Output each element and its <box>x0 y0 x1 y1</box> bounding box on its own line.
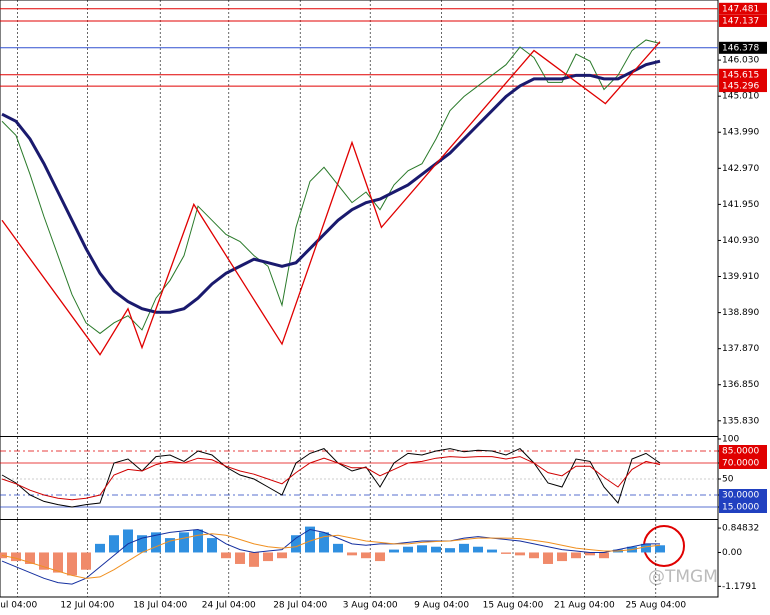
histogram-bar <box>501 552 511 554</box>
histogram-bar <box>235 552 245 564</box>
series-line <box>1 528 660 585</box>
histogram-bar <box>431 546 441 553</box>
histogram-bar <box>53 552 63 573</box>
axis-label-bg <box>719 445 767 457</box>
histogram-bar <box>375 552 385 562</box>
y-tick-label: 0.84832 <box>722 524 759 534</box>
x-tick-label: 12 Jul 04:00 <box>60 601 114 611</box>
y-tick-label: 139.910 <box>722 272 759 282</box>
axis-label-bg <box>719 2 767 15</box>
y-tick-label: 135.830 <box>722 416 759 426</box>
y-tick-label: 100 <box>722 435 739 445</box>
x-tick-label: 25 Aug 04:00 <box>625 601 686 611</box>
axis-label-bg <box>719 14 767 27</box>
y-tick-label: 145.296 <box>722 82 759 92</box>
y-tick-label: 50 <box>722 475 734 485</box>
histogram-bar <box>333 543 343 553</box>
histogram-bar <box>641 543 651 553</box>
x-tick-label: 9 Aug 04:00 <box>414 601 469 611</box>
x-tick-label: 24 Jul 04:00 <box>202 601 256 611</box>
histogram-bar <box>165 538 175 553</box>
y-tick-label: 140.930 <box>722 236 759 246</box>
series-line <box>1 447 661 508</box>
histogram-bar <box>599 552 609 559</box>
axis-label-bg <box>719 489 767 501</box>
histogram-bar <box>445 548 455 553</box>
y-tick-label: -1.1791 <box>722 582 757 592</box>
histogram-bar <box>417 545 427 553</box>
axis-label-bg <box>719 457 767 469</box>
y-tick-label: 146.030 <box>722 56 759 66</box>
y-tick-label: 15.0000 <box>722 503 759 513</box>
histogram-bar <box>403 546 413 553</box>
histogram-bar <box>347 552 357 556</box>
y-tick-label: 143.990 <box>722 128 759 138</box>
series-line <box>1 533 661 579</box>
histogram-bar <box>81 552 91 570</box>
histogram-bar <box>655 545 665 553</box>
histogram-bar <box>291 535 301 553</box>
histogram-bar <box>263 552 273 562</box>
plot-frame <box>0 0 719 598</box>
y-tick-label: 145.615 <box>722 70 759 80</box>
histogram-bar <box>193 529 203 553</box>
histogram-bar <box>585 552 595 556</box>
histogram-bar <box>249 552 259 567</box>
histogram-bar <box>39 552 49 570</box>
histogram-bar <box>207 538 217 553</box>
y-tick-label: 145.010 <box>722 92 759 102</box>
watermark: @TMGM <box>648 567 718 587</box>
y-tick-label: 146.378 <box>722 43 759 53</box>
histogram-bar <box>305 526 315 553</box>
histogram-bar <box>25 552 35 564</box>
histogram-bar <box>67 552 77 576</box>
axis-label-bg <box>719 501 767 513</box>
histogram-bar <box>11 552 21 562</box>
histogram-bar <box>95 543 105 553</box>
x-tick-label: 3 Aug 04:00 <box>343 601 398 611</box>
series-line <box>1 59 661 314</box>
x-tick-label: 15 Aug 04:00 <box>483 601 544 611</box>
histogram-bar <box>389 549 399 553</box>
histogram-bar <box>137 535 147 553</box>
x-tick-label: 18 Jul 04:00 <box>133 601 187 611</box>
histogram-bar <box>571 552 581 559</box>
histogram-bar <box>361 552 371 559</box>
x-tick-label: 21 Aug 04:00 <box>554 601 615 611</box>
axis-label-bg <box>719 80 767 93</box>
histogram-bar <box>151 532 161 553</box>
y-tick-label: 141.950 <box>722 200 759 210</box>
histogram-bar <box>221 552 231 559</box>
y-tick-label: 85.0000 <box>722 447 759 457</box>
histogram-bar <box>277 552 287 559</box>
histogram-bar <box>179 532 189 553</box>
histogram-bar <box>459 543 469 553</box>
histogram-bar <box>529 552 539 559</box>
histogram-bar <box>557 552 567 562</box>
series-line <box>1 41 661 356</box>
histogram-bar <box>123 529 133 553</box>
y-tick-label: 0.00 <box>722 548 742 558</box>
axis-label-bg <box>719 68 767 81</box>
y-tick-label: 138.890 <box>722 308 759 318</box>
histogram-bar <box>473 546 483 553</box>
axis-label-bg <box>719 41 767 54</box>
x-tick-label: 28 Jul 04:00 <box>273 601 327 611</box>
y-tick-label: 147.137 <box>722 16 759 26</box>
histogram-bar <box>319 532 329 553</box>
histogram-bar <box>515 552 525 556</box>
x-tick-label: Jul 04:00 <box>0 601 38 611</box>
series-line <box>1 456 661 501</box>
histogram-bar <box>109 535 119 553</box>
series-line <box>1 39 661 335</box>
y-tick-label: 142.970 <box>722 164 759 174</box>
y-tick-label: 136.850 <box>722 380 759 390</box>
y-tick-label: 70.0000 <box>722 459 759 469</box>
y-tick-label: 137.870 <box>722 344 759 354</box>
y-tick-label: 30.0000 <box>722 491 759 501</box>
y-tick-label: 147.481 <box>722 4 759 14</box>
histogram-bar <box>543 552 553 564</box>
histogram-bar <box>487 549 497 553</box>
